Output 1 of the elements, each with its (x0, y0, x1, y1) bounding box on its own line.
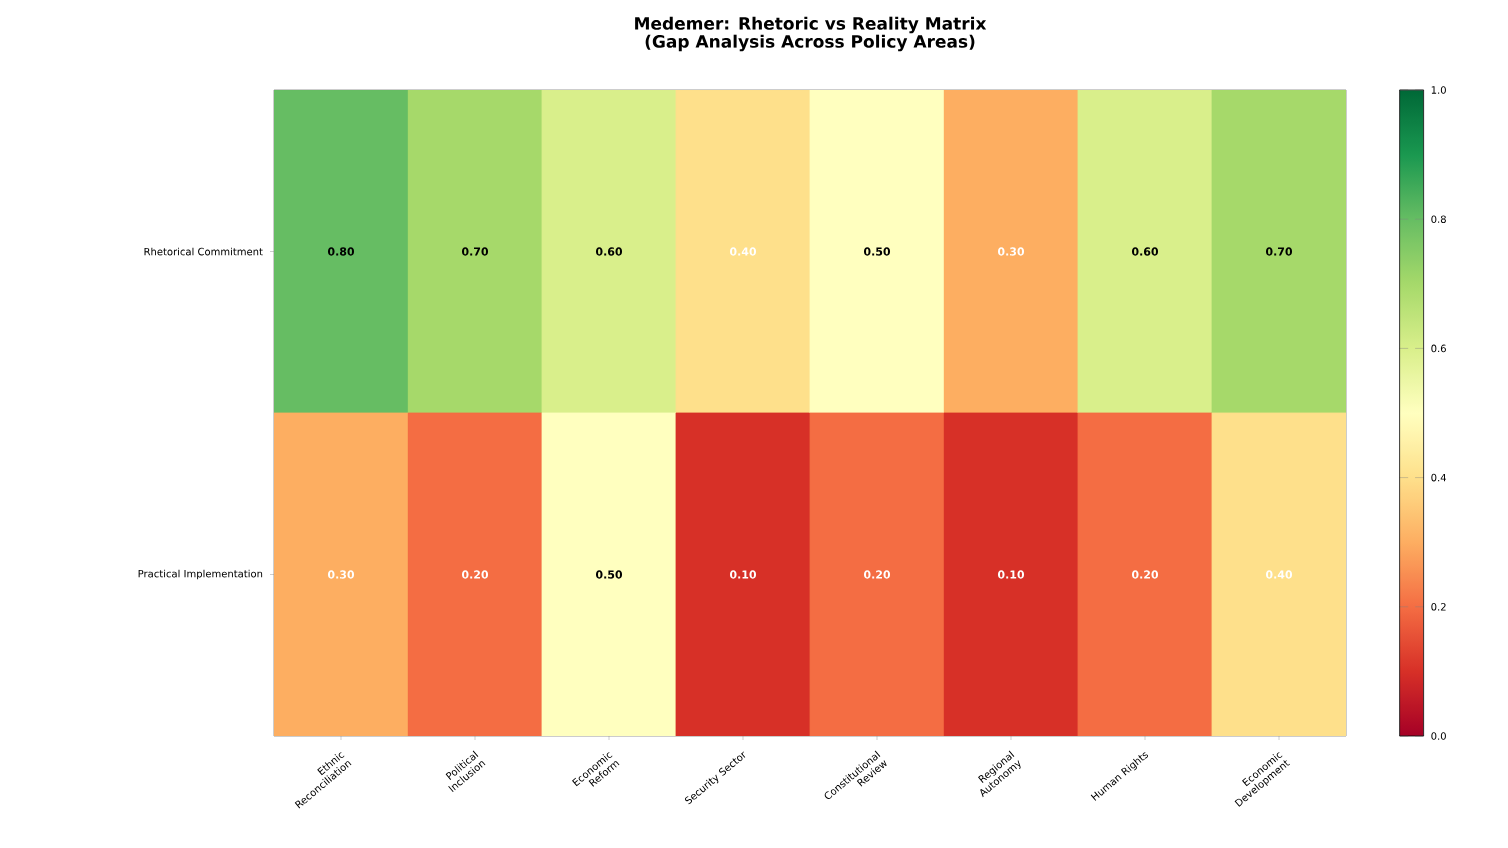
chart-title: Medemer: Rhetoric vs Reality Matrix (Gap Analysis Across Policy Areas) (635, 16, 987, 52)
